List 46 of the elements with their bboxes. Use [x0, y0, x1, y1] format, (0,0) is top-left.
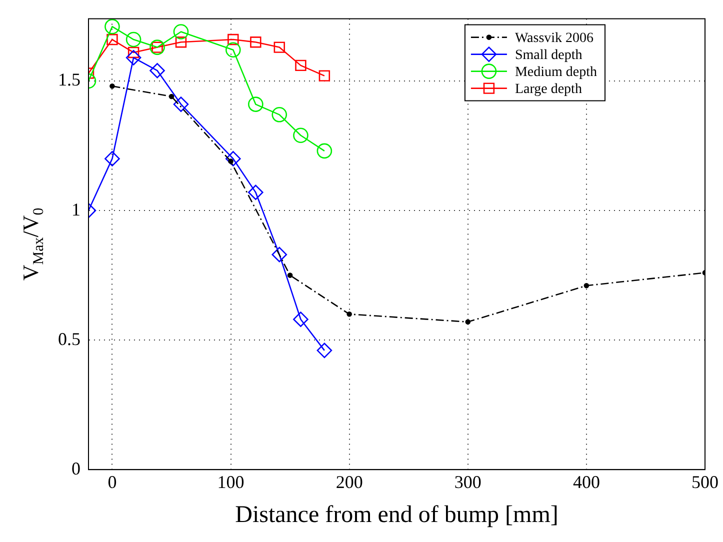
- x-axis-title: Distance from end of bump [mm]: [235, 502, 558, 528]
- x-tick-label: 400: [572, 472, 600, 492]
- point: [248, 184, 264, 200]
- x-tick-label: 0: [108, 472, 117, 492]
- point: [250, 36, 262, 48]
- x-tick-label: 100: [217, 472, 244, 492]
- point: [225, 151, 241, 166]
- y-tick-label: 1: [72, 199, 80, 220]
- y-tick-label: 0: [72, 458, 80, 478]
- legend-label: Small depth: [514, 48, 582, 63]
- point: [225, 42, 241, 58]
- point: [287, 272, 293, 278]
- legend-label: Wassvik 2006: [514, 30, 594, 46]
- point: [175, 36, 187, 48]
- point: [110, 84, 115, 89]
- point: [104, 151, 120, 166]
- point: [104, 18, 120, 34]
- x-tick-label: 500: [692, 472, 718, 492]
- point: [272, 107, 288, 122]
- point: [293, 312, 308, 327]
- point: [346, 312, 352, 317]
- point: [584, 283, 590, 288]
- point: [316, 143, 332, 159]
- point: [274, 42, 285, 53]
- y-axis-title: VMax/V0: [18, 208, 47, 281]
- point: [465, 319, 471, 325]
- point: [248, 96, 264, 112]
- point: [318, 70, 330, 82]
- point: [168, 94, 174, 100]
- point: [106, 34, 118, 46]
- legend-label: Medium depth: [514, 64, 597, 80]
- x-tick-label: 300: [454, 472, 482, 492]
- point: [293, 128, 308, 144]
- point: [126, 50, 142, 66]
- point: [295, 60, 306, 72]
- point: [126, 32, 142, 48]
- point: [150, 62, 165, 78]
- point: [272, 246, 288, 262]
- point: [173, 96, 189, 112]
- point: [316, 342, 332, 358]
- legend-label: Large depth: [514, 82, 582, 97]
- x-tick-label: 200: [336, 472, 363, 492]
- point: [228, 34, 239, 46]
- y-tick-label: 1.5: [58, 70, 80, 90]
- point: [173, 24, 189, 40]
- y-tick-label: 0.5: [58, 328, 80, 349]
